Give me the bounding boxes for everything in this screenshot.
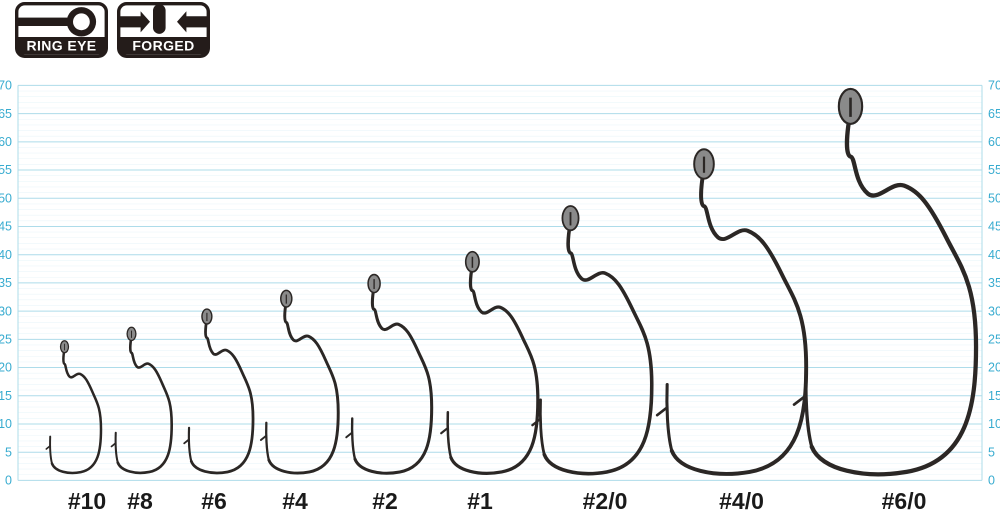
svg-text:40: 40	[0, 248, 12, 262]
svg-text:70: 70	[988, 79, 1000, 93]
svg-text:35: 35	[0, 276, 12, 290]
svg-text:#8: #8	[127, 488, 153, 513]
svg-text:RING EYE: RING EYE	[26, 38, 96, 54]
svg-text:30: 30	[988, 304, 1000, 318]
svg-text:#6: #6	[201, 488, 227, 513]
svg-text:45: 45	[0, 220, 12, 234]
svg-text:25: 25	[0, 333, 12, 347]
svg-text:55: 55	[0, 163, 12, 177]
svg-text:45: 45	[988, 220, 1000, 234]
svg-text:15: 15	[0, 389, 12, 403]
svg-text:#4: #4	[282, 488, 308, 513]
svg-text:55: 55	[988, 163, 1000, 177]
svg-text:40: 40	[988, 248, 1000, 262]
svg-text:10: 10	[988, 417, 1000, 431]
svg-text:65: 65	[988, 107, 1000, 121]
svg-text:60: 60	[988, 135, 1000, 149]
svg-text:65: 65	[0, 107, 12, 121]
svg-text:30: 30	[0, 304, 12, 318]
svg-text:#10: #10	[68, 488, 106, 513]
svg-text:#2: #2	[372, 488, 398, 513]
svg-text:50: 50	[0, 191, 12, 205]
svg-text:5: 5	[5, 445, 12, 459]
svg-text:10: 10	[0, 417, 12, 431]
svg-text:35: 35	[988, 276, 1000, 290]
svg-text:0: 0	[988, 474, 995, 488]
svg-text:70: 70	[0, 79, 12, 93]
svg-text:60: 60	[0, 135, 12, 149]
svg-text:15: 15	[988, 389, 1000, 403]
svg-text:0: 0	[5, 474, 12, 488]
svg-text:FORGED: FORGED	[132, 38, 194, 54]
svg-text:#2/0: #2/0	[583, 488, 628, 513]
svg-text:20: 20	[988, 361, 1000, 375]
svg-text:5: 5	[988, 445, 995, 459]
svg-text:#6/0: #6/0	[882, 488, 927, 513]
svg-text:25: 25	[988, 333, 1000, 347]
svg-text:#4/0: #4/0	[719, 488, 764, 513]
svg-text:50: 50	[988, 191, 1000, 205]
svg-text:20: 20	[0, 361, 12, 375]
svg-text:#1: #1	[467, 488, 493, 513]
